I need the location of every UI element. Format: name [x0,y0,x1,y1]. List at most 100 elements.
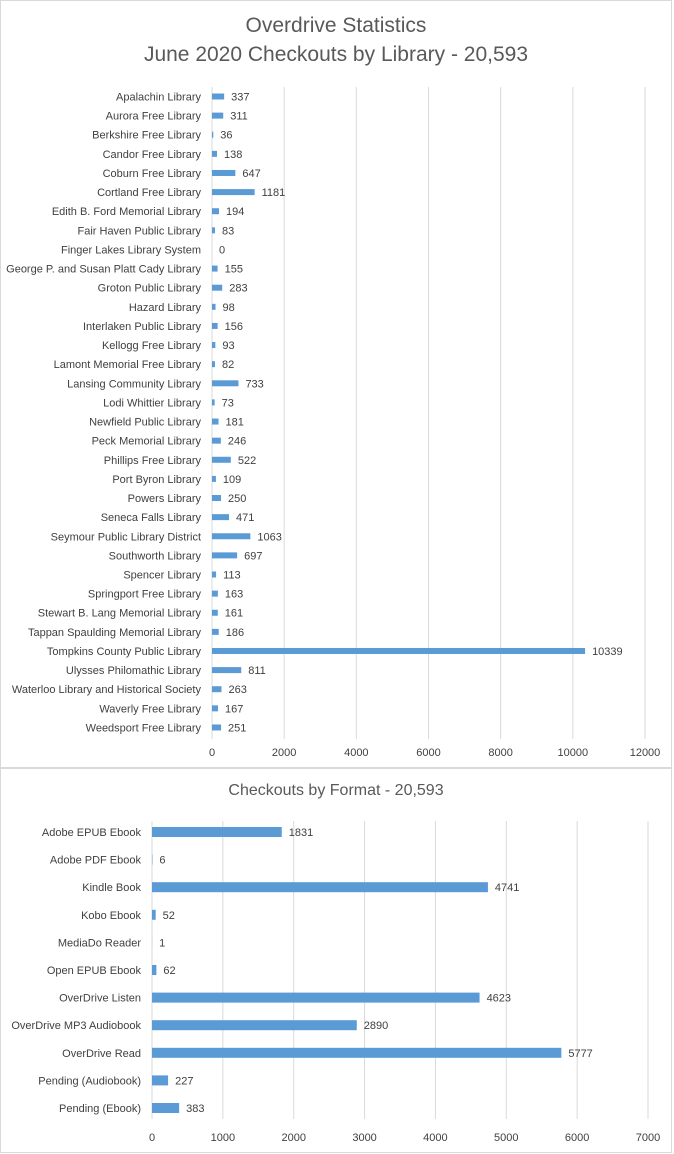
category-label: OverDrive Read [62,1048,141,1060]
bar [212,667,241,673]
category-label: Kindle Book [82,882,141,894]
category-label: Ulysses Philomathic Library [66,665,202,677]
category-label: Phillips Free Library [104,455,202,467]
bar [152,1103,179,1113]
data-label: 4623 [487,993,511,1005]
category-label: Interlaken Public Library [83,321,202,333]
data-label: 227 [175,1075,193,1087]
data-label: 155 [225,264,243,276]
data-label: 6 [159,855,165,867]
category-label: Pending (Audiobook) [38,1075,141,1087]
category-label: Coburn Free Library [103,168,202,180]
data-label: 1181 [262,187,286,199]
data-label: 1 [159,937,165,949]
data-label: 647 [242,168,260,180]
category-label: Lodi Whittier Library [103,397,201,409]
data-label: 181 [226,417,244,429]
data-label: 62 [163,965,175,977]
data-label: 522 [238,455,256,467]
x-tick-label: 1000 [211,1132,235,1144]
bar [212,572,216,578]
bar [212,380,238,386]
bar [212,94,224,100]
category-label: MediaDo Reader [58,937,141,949]
data-label: 311 [230,111,248,123]
category-label: Newfield Public Library [89,417,201,429]
data-label: 697 [244,550,262,562]
data-label: 337 [231,92,249,104]
category-label: Peck Memorial Library [92,436,202,448]
data-label: 156 [225,321,243,333]
category-label: OverDrive Listen [59,993,141,1005]
category-label: Groton Public Library [98,283,202,295]
bar [212,457,231,463]
data-label: 283 [229,283,247,295]
category-label: Fair Haven Public Library [78,225,202,237]
data-label: 194 [226,206,244,218]
bar [212,399,215,405]
data-label: 186 [226,627,244,639]
category-label: Apalachin Library [116,92,201,104]
bar [152,827,282,837]
category-label: Seymour Public Library District [51,531,201,543]
data-label: 109 [223,474,241,486]
data-label: 0 [219,244,225,256]
x-tick-label: 12000 [630,747,661,759]
category-label: Waterloo Library and Historical Society [12,684,202,696]
category-label: Southworth Library [109,550,202,562]
bar [212,189,255,195]
bar [212,438,221,444]
data-label: 73 [222,397,234,409]
bar [152,1075,168,1085]
category-label: Kellogg Free Library [102,340,202,352]
x-tick-label: 0 [149,1132,155,1144]
data-label: 471 [236,512,254,524]
data-label: 10339 [592,646,623,658]
data-label: 52 [163,910,175,922]
category-label: Springport Free Library [88,589,202,601]
category-label: Powers Library [128,493,202,505]
data-label: 5777 [568,1048,592,1060]
category-label: Pending (Ebook) [59,1103,141,1115]
data-label: 4741 [495,882,519,894]
category-label: Open EPUB Ebook [47,965,142,977]
data-label: 167 [225,703,243,715]
data-label: 383 [186,1103,204,1115]
data-label: 1831 [289,827,313,839]
x-tick-label: 4000 [423,1132,447,1144]
category-label: Edith B. Ford Memorial Library [52,206,202,218]
category-label: Finger Lakes Library System [61,244,201,256]
bar [152,910,156,920]
x-tick-label: 5000 [494,1132,518,1144]
bar [152,1048,561,1058]
data-label: 98 [223,302,235,314]
bar [152,965,156,975]
category-label: Cortland Free Library [97,187,201,199]
data-label: 251 [228,722,246,734]
bar [212,533,250,539]
bar [212,724,221,730]
data-label: 811 [248,665,266,677]
bar [212,361,215,367]
library-chart-panel: Overdrive Statistics June 2020 Checkouts… [0,0,672,768]
bar [212,629,219,635]
category-label: Hazard Library [129,302,202,314]
x-tick-label: 10000 [558,747,589,759]
bar [212,495,221,501]
bar [212,304,216,310]
x-tick-label: 6000 [416,747,440,759]
category-label: Aurora Free Library [106,111,202,123]
bar [152,993,480,1003]
category-label: Spencer Library [123,570,201,582]
bar [212,648,585,654]
bar [152,882,488,892]
bar [212,266,218,272]
data-label: 83 [222,225,234,237]
data-label: 36 [220,130,232,142]
bar [212,323,218,329]
category-label: Weedsport Free Library [86,722,202,734]
bar [212,610,218,616]
bar [212,113,223,119]
